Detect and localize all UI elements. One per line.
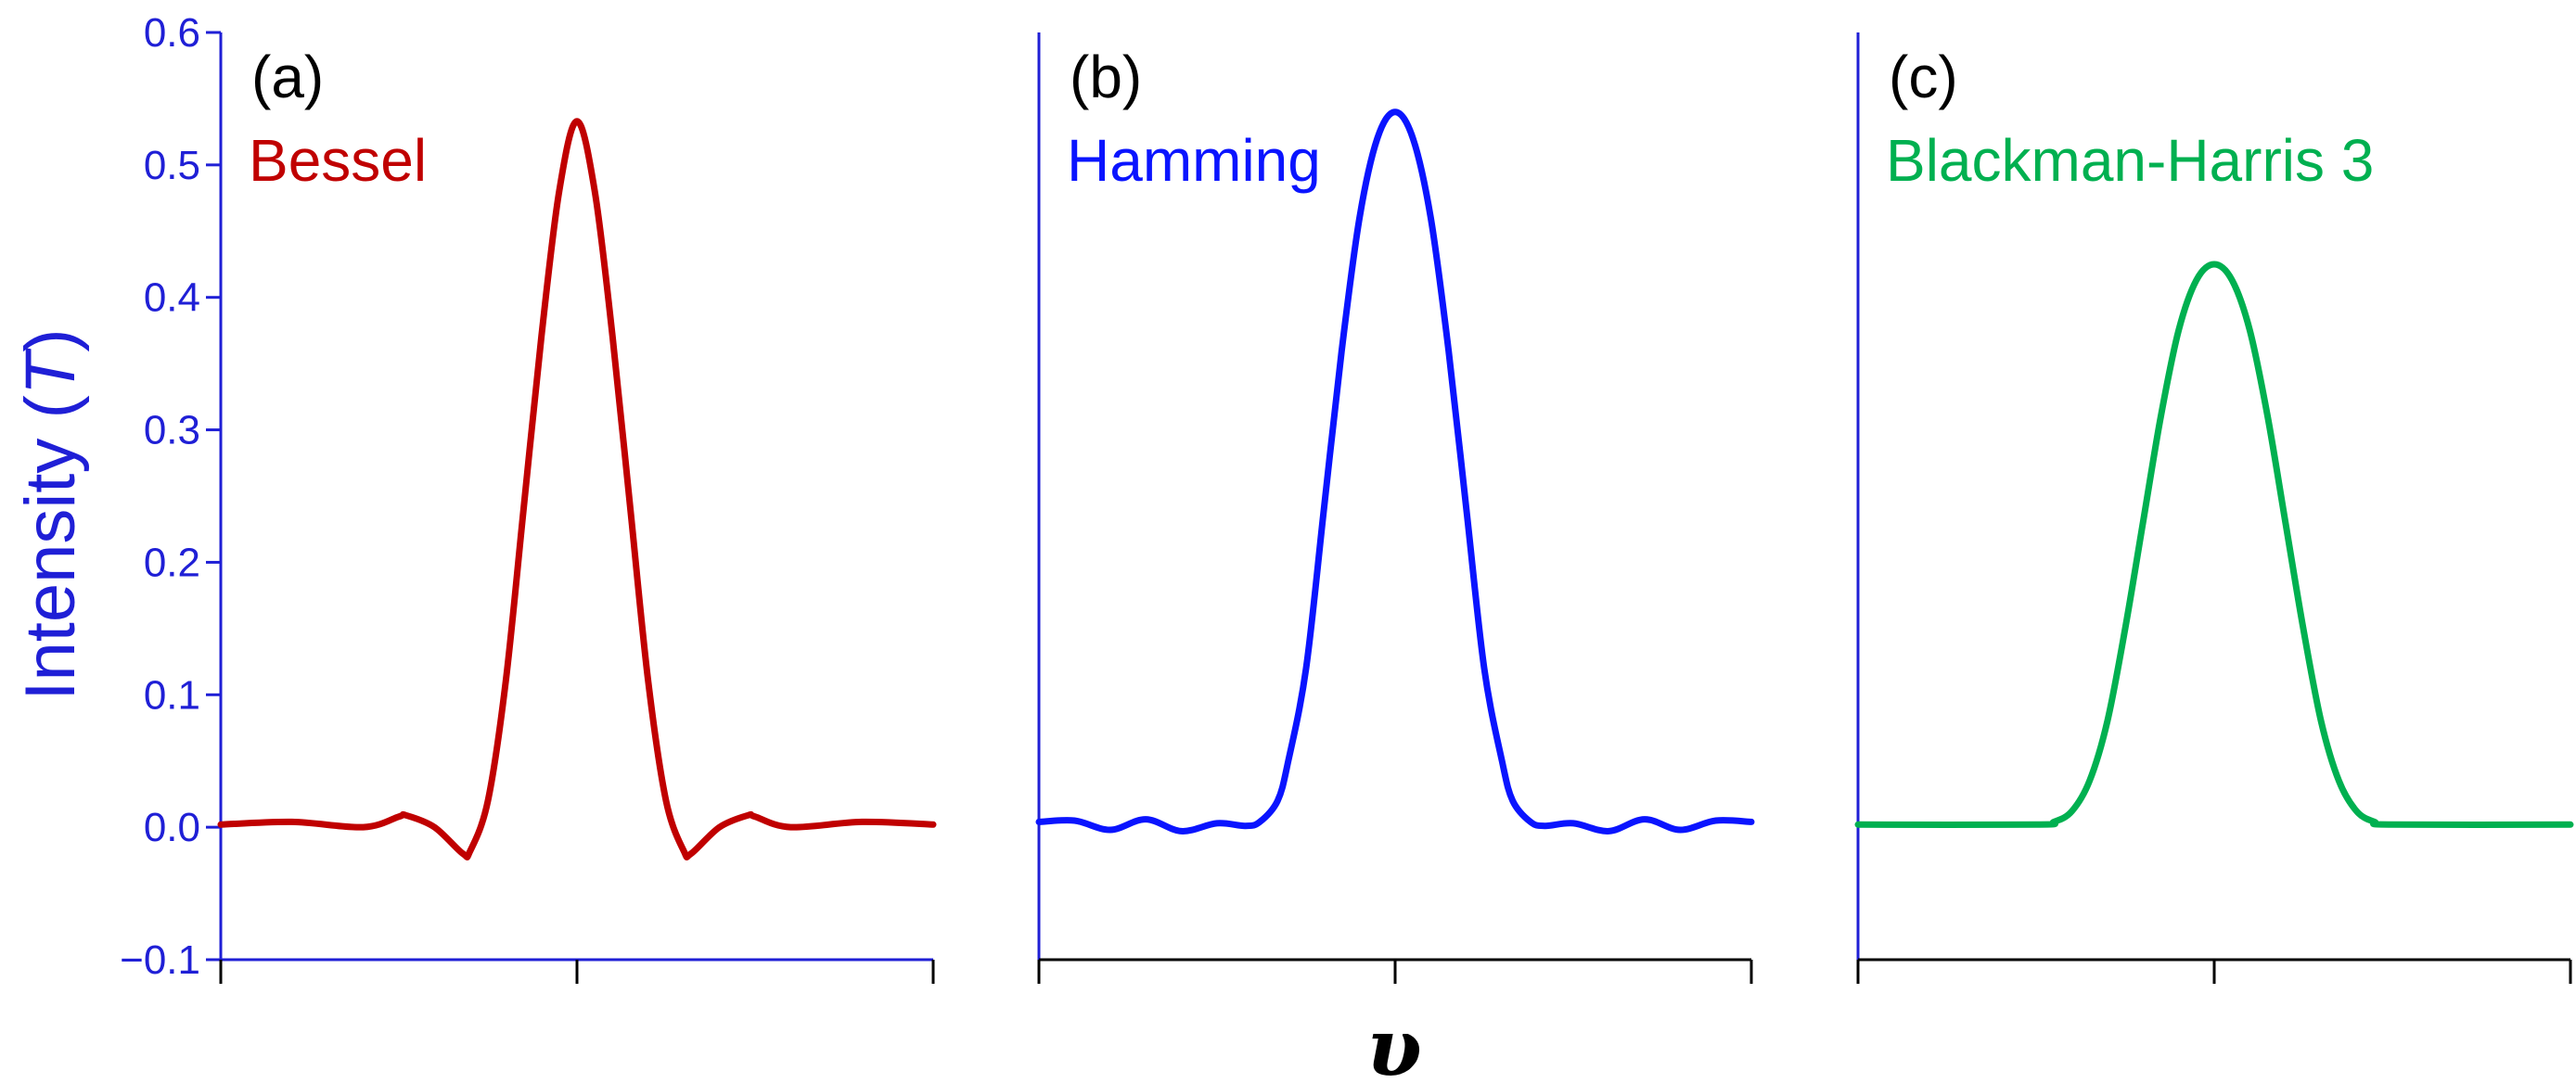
x-axis-title: υ	[1366, 1001, 1422, 1083]
y-tick-label: 0.1	[144, 672, 200, 718]
series-layer	[217, 108, 2574, 860]
y-tick-label: 0.6	[144, 10, 200, 56]
series-line-hamming	[1035, 108, 1755, 835]
y-axis-title: Intensity (T)	[11, 328, 90, 700]
y-tick-label: −0.1	[120, 937, 200, 983]
y-tick-label: 0.5	[144, 143, 200, 188]
series-label-hamming: Hamming	[1067, 127, 1321, 194]
panel-label: (a)	[251, 44, 324, 110]
labels-layer: 0.6 0.5 0.4 0.3 0.2 0.1 0.0 −0.1 (a) Bessel (b) Ham…	[120, 10, 2374, 983]
axes-layer	[206, 31, 2572, 984]
panel-label: (c)	[1889, 44, 1958, 110]
y-tick-label: 0.3	[144, 408, 200, 453]
y-tick-label: 0.2	[144, 540, 200, 585]
series-label-bessel: Bessel	[249, 127, 427, 194]
series-line-blackman	[1854, 261, 2574, 829]
series-label-blackman: Blackman-Harris 3	[1886, 127, 2374, 194]
y-tick-label: 0.4	[144, 275, 200, 321]
series-line-bessel	[217, 118, 937, 860]
y-tick-label: 0.0	[144, 805, 200, 850]
panel-label: (b)	[1070, 44, 1142, 110]
